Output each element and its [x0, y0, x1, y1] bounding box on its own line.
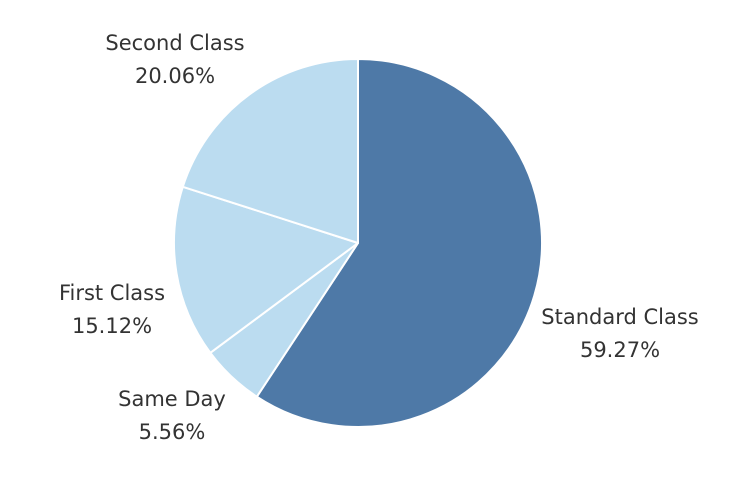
label-first-class-name: First Class — [59, 281, 165, 305]
pie-slice-second-class — [181, 58, 359, 244]
label-standard-class-name: Standard Class — [541, 305, 698, 329]
pie-slice-standard-class — [255, 58, 543, 428]
label-same-day-value: 5.56% — [139, 420, 206, 444]
label-first-class-value: 15.12% — [72, 314, 152, 338]
label-second-class-value: 20.06% — [135, 64, 215, 88]
pie-slices — [173, 58, 543, 428]
label-second-class-name: Second Class — [105, 31, 244, 55]
label-same-day-name: Same Day — [118, 387, 226, 411]
label-standard-class-value: 59.27% — [580, 338, 660, 362]
